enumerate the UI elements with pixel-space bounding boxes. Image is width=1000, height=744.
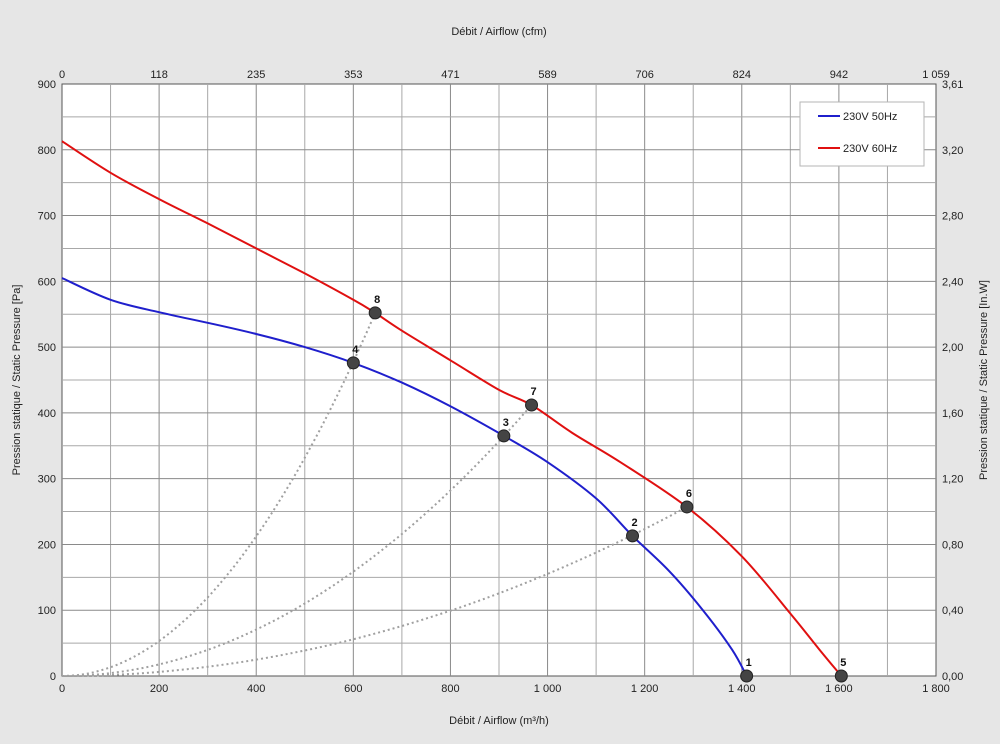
chart-svg: 1 2 3 4 5 6 7 8 0 200 400 600 800 1 000 1 200 1 400 1 6… — [11, 26, 990, 727]
operating-point-label-3: 3 — [503, 417, 509, 429]
x-tick-label: 0 — [59, 683, 65, 695]
x-tick-label: 800 — [441, 683, 459, 695]
system-curves — [61, 312, 688, 677]
operating-point-3 — [497, 429, 511, 443]
operating-point-4 — [346, 356, 360, 370]
operating-point-label-6: 6 — [686, 488, 692, 500]
operating-point-5 — [834, 669, 848, 683]
y2-tick-label: 2,80 — [942, 211, 963, 223]
y2-tick-label: 0,40 — [942, 605, 963, 617]
legend-box — [799, 101, 925, 167]
operating-point-label-1: 1 — [746, 657, 752, 669]
operating-point-label-7: 7 — [530, 386, 536, 398]
x-tick-label: 600 — [344, 683, 362, 695]
operating-point-label-2: 2 — [631, 517, 637, 529]
operating-point-label-4: 4 — [352, 344, 359, 356]
x2-tick-label: 824 — [733, 69, 751, 81]
operating-point-label-5: 5 — [840, 657, 846, 669]
fan-curve-chart: 1 2 3 4 5 6 7 8 0 200 400 600 800 1 000 1 200 1 400 1 6… — [8, 8, 992, 736]
x-tick-label: 1 400 — [728, 683, 756, 695]
grid — [61, 83, 937, 677]
x2-tick-label: 1 059 — [922, 69, 950, 81]
y-tick-label: 200 — [38, 539, 56, 551]
x-tick-label: 1 200 — [631, 683, 659, 695]
x-axis-title: Débit / Airflow (m³/h) — [449, 715, 549, 727]
y-tick-label: 100 — [38, 605, 56, 617]
operating-points: 1 2 3 4 5 6 7 8 — [346, 294, 848, 683]
y-tick-label: 600 — [38, 276, 56, 288]
legend-label-1: 230V 50Hz — [843, 111, 897, 123]
x2-tick-label: 0 — [59, 69, 65, 81]
x2-tick-label: 942 — [830, 69, 848, 81]
x-tick-label: 1 600 — [825, 683, 853, 695]
x-tick-label: 1 800 — [922, 683, 950, 695]
x-tick-label: 400 — [247, 683, 265, 695]
y-tick-label: 800 — [38, 145, 56, 157]
series-line-2 — [61, 140, 843, 677]
operating-point-1 — [740, 669, 754, 683]
y-tick-label: 400 — [38, 408, 56, 420]
x2-tick-label: 353 — [344, 69, 362, 81]
x2-tick-label: 118 — [150, 69, 168, 81]
y2-tick-label: 0,80 — [942, 539, 963, 551]
x2-tick-label: 706 — [635, 69, 653, 81]
operating-point-label-8: 8 — [374, 294, 380, 306]
operating-point-6 — [680, 500, 694, 514]
y-tick-label: 500 — [38, 342, 56, 354]
x-tick-label: 1 000 — [534, 683, 562, 695]
y-tick-label: 300 — [38, 474, 56, 486]
x2-tick-label: 589 — [538, 69, 556, 81]
y-tick-label: 900 — [38, 79, 56, 91]
y2-tick-label: 3,20 — [942, 145, 963, 157]
y2-tick-label: 2,00 — [942, 342, 963, 354]
operating-point-8 — [368, 306, 382, 320]
y-tick-label: 0 — [50, 671, 56, 683]
y2-tick-label: 3,61 — [942, 79, 963, 91]
operating-point-7 — [525, 398, 539, 412]
system-curve — [61, 506, 688, 677]
series-line-1 — [61, 277, 748, 677]
y2-tick-label: 2,40 — [942, 276, 963, 288]
system-curve — [61, 404, 533, 677]
x2-tick-label: 471 — [441, 69, 459, 81]
x2-tick-label: 235 — [247, 69, 265, 81]
legend: 230V 50Hz 230V 60Hz — [799, 101, 925, 167]
y2-axis-title: Pression statique / Static Pressure [In.… — [978, 280, 990, 480]
x-tick-label: 200 — [150, 683, 168, 695]
y2-tick-label: 0,00 — [942, 671, 963, 683]
series-lines — [61, 140, 843, 677]
y2-tick-label: 1,60 — [942, 408, 963, 420]
y-tick-label: 700 — [38, 211, 56, 223]
y-axis-title: Pression statique / Static Pressure [Pa] — [11, 285, 23, 476]
axes: 0 200 400 600 800 1 000 1 200 1 400 1 600 1 800 0 1… — [11, 26, 990, 727]
system-curve — [61, 312, 377, 677]
legend-label-2: 230V 60Hz — [843, 143, 897, 155]
operating-point-2 — [626, 529, 640, 543]
y2-tick-label: 1,20 — [942, 474, 963, 486]
x2-axis-title: Débit / Airflow (cfm) — [451, 26, 546, 38]
